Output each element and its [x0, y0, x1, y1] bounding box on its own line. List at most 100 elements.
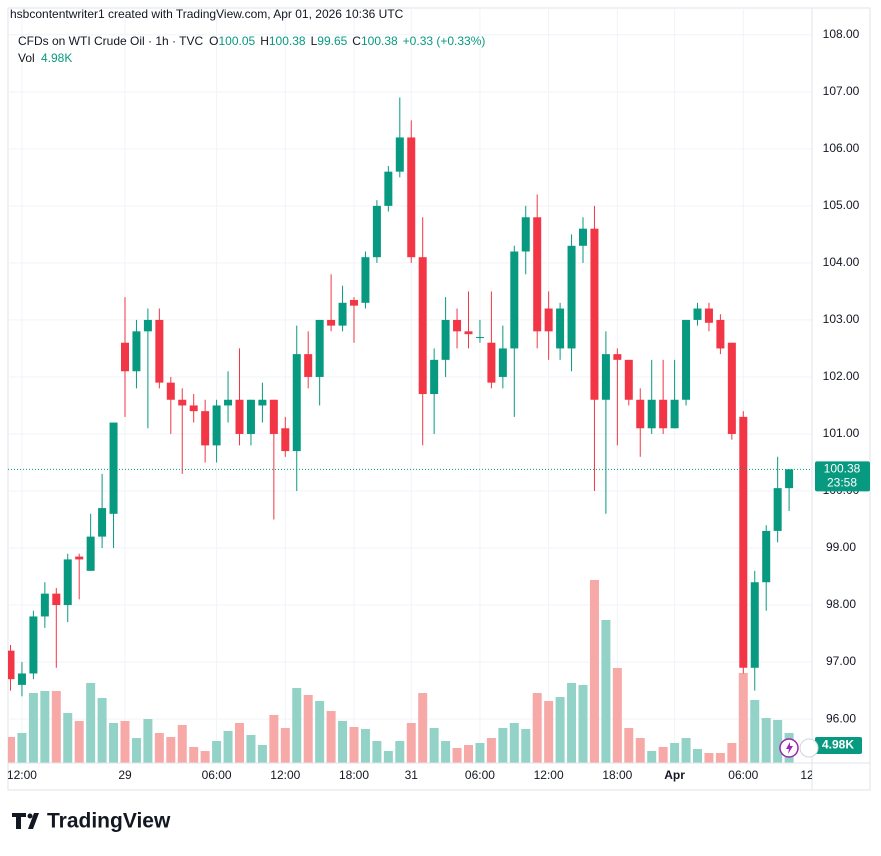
candle-body	[201, 411, 210, 446]
volume-bar	[131, 738, 141, 763]
x-tick-label: 12:00	[534, 768, 564, 782]
logo-text: TradingView	[47, 810, 171, 833]
candle-body	[430, 359, 439, 395]
candle-body	[579, 228, 587, 246]
candle-body	[327, 319, 336, 326]
candle-body	[143, 319, 152, 332]
volume-bar	[658, 746, 668, 763]
x-tick-label: 29	[118, 768, 132, 782]
flag-icon[interactable]	[799, 738, 819, 758]
volume-bar	[212, 741, 222, 763]
volume-bar	[567, 683, 577, 763]
y-tick-label: 106.00	[823, 141, 860, 155]
volume-bar	[143, 719, 153, 763]
ohlc-label: O	[209, 34, 218, 48]
volume-bar	[395, 741, 405, 763]
volume-bar	[97, 698, 107, 763]
candle-body	[189, 405, 198, 412]
candle-body	[224, 399, 233, 406]
volume-bar	[120, 721, 130, 763]
candle-body	[17, 673, 26, 685]
volume-bar	[28, 693, 38, 763]
candle-body	[453, 319, 462, 332]
volume-bar	[235, 723, 244, 763]
candle-body	[704, 308, 713, 323]
x-tick-label: 06:00	[728, 768, 758, 782]
volume-bar	[200, 751, 210, 763]
volume-badge-value: 4.98K	[822, 738, 854, 752]
candle-body	[407, 137, 416, 258]
candle-body	[52, 593, 61, 606]
candle-body	[361, 257, 370, 303]
ohlc-value: 100.38	[269, 34, 306, 48]
candle-body	[269, 399, 278, 434]
candle-body	[590, 228, 599, 400]
volume-bar	[303, 694, 313, 763]
candle-body	[544, 308, 553, 332]
chart-frame	[7, 7, 871, 791]
volume-bar	[372, 741, 382, 763]
volume-bar	[383, 751, 393, 763]
candle-body	[613, 354, 622, 360]
volume-bar	[464, 744, 473, 763]
candle-body	[109, 422, 118, 514]
volume-bar	[338, 721, 348, 763]
volume-bar	[246, 734, 256, 763]
candle-body	[727, 342, 736, 434]
volume-bar	[349, 726, 359, 763]
volume-bar	[406, 723, 416, 763]
volume-bar	[486, 738, 496, 763]
volume-bar	[315, 701, 325, 763]
candle-body	[601, 354, 610, 400]
y-tick-label: 101.00	[823, 426, 860, 440]
volume-bar	[498, 728, 508, 763]
volume-bar	[166, 736, 176, 763]
volume-bar	[452, 748, 462, 763]
logo: TradingView	[12, 810, 171, 833]
volume-bar	[750, 699, 760, 763]
ohlc-value: 99.65	[317, 34, 347, 48]
candle-body	[155, 319, 164, 383]
volume-bar	[681, 738, 691, 763]
volume-bar	[475, 743, 485, 763]
volume-bar	[532, 693, 542, 763]
volume-bar	[17, 733, 27, 763]
volume-badge	[815, 737, 862, 754]
candle-body	[739, 416, 748, 668]
candle-body	[8, 650, 15, 680]
candle-body	[315, 319, 324, 377]
volume-bar	[601, 619, 611, 763]
legend-header: CFDs on WTI Crude Oil · 1h · TVC Vol 4.9…	[18, 34, 485, 65]
volume-bar	[635, 738, 645, 763]
volume-layer	[8, 580, 794, 763]
volume-bar	[8, 736, 15, 763]
volume-bar	[63, 713, 73, 763]
x-tick-label: 31	[405, 768, 419, 782]
candle-body	[384, 171, 393, 206]
volume-bar	[544, 701, 554, 763]
volume-bar	[360, 729, 370, 763]
candle-body	[636, 399, 645, 429]
volume-name: Vol	[18, 51, 35, 65]
volume-bar	[612, 668, 622, 763]
candle-body	[418, 257, 427, 395]
candle-body	[785, 469, 794, 489]
x-tick-label: 18:00	[602, 768, 632, 782]
ohlc-value: 100.38	[361, 34, 398, 48]
x-tick-label: 12:0	[800, 768, 824, 782]
candle-body	[63, 559, 72, 606]
y-tick-label: 103.00	[823, 312, 860, 326]
volume-bar	[109, 723, 119, 763]
candle-body	[212, 405, 221, 446]
time-axis: 12:00 29 06:00 12:00 18:00 31 06:00 12:00 18:00 A…	[8, 768, 824, 782]
volume-bar	[86, 683, 96, 763]
price-badge	[815, 461, 870, 492]
price-badge-value: 100.38	[824, 461, 861, 475]
candle-body	[716, 319, 725, 349]
volume-bar	[693, 749, 702, 763]
y-tick-label: 105.00	[823, 198, 860, 212]
volume-bar	[738, 673, 748, 763]
candle-body	[258, 399, 267, 406]
